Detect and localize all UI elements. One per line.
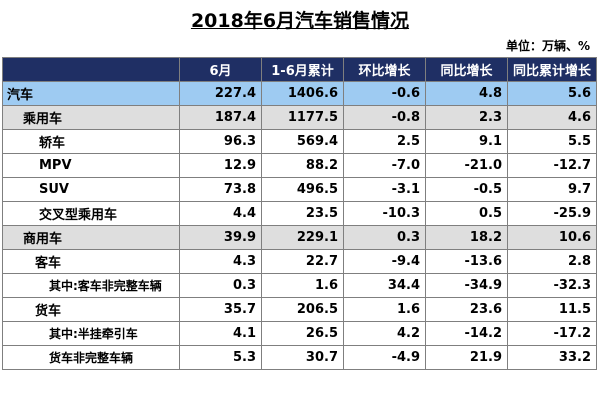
cell-june: 187.4 bbox=[179, 105, 262, 130]
cell-mom: -9.4 bbox=[343, 249, 426, 274]
cell-june: 39.9 bbox=[179, 225, 262, 250]
cell-mom: -0.8 bbox=[343, 105, 426, 130]
row-label: 货车 bbox=[2, 297, 180, 322]
cell-ytd-yoy: 5.5 bbox=[507, 129, 597, 154]
cell-ytd: 30.7 bbox=[261, 345, 344, 370]
table-row-semi-tractor: 其中:半挂牵引车 4.1 26.5 4.2 -14.2 -17.2 bbox=[2, 321, 597, 346]
row-label: SUV bbox=[2, 177, 180, 202]
cell-yoy: 2.3 bbox=[425, 105, 508, 130]
cell-ytd-yoy: 10.6 bbox=[507, 225, 597, 250]
cell-june: 227.4 bbox=[179, 81, 262, 106]
cell-ytd: 569.4 bbox=[261, 129, 344, 154]
cell-mom: 34.4 bbox=[343, 273, 426, 298]
row-label: 其中:客车非完整车辆 bbox=[2, 273, 180, 298]
column-header-blank bbox=[2, 57, 180, 82]
cell-june: 4.3 bbox=[179, 249, 262, 274]
cell-june: 4.1 bbox=[179, 321, 262, 346]
cell-ytd-yoy: 5.6 bbox=[507, 81, 597, 106]
row-label: 乘用车 bbox=[2, 105, 180, 130]
table-row-bus: 客车 4.3 22.7 -9.4 -13.6 2.8 bbox=[2, 249, 597, 274]
column-header-june: 6月 bbox=[179, 57, 262, 82]
cell-mom: -7.0 bbox=[343, 153, 426, 178]
row-label: 汽车 bbox=[2, 81, 180, 106]
table-row-sedan: 轿车 96.3 569.4 2.5 9.1 5.5 bbox=[2, 129, 597, 154]
row-label: 其中:半挂牵引车 bbox=[2, 321, 180, 346]
cell-june: 73.8 bbox=[179, 177, 262, 202]
cell-june: 96.3 bbox=[179, 129, 262, 154]
cell-ytd: 1.6 bbox=[261, 273, 344, 298]
table-row-truck: 货车 35.7 206.5 1.6 23.6 11.5 bbox=[2, 297, 597, 322]
table-row-mpv: MPV 12.9 88.2 -7.0 -21.0 -12.7 bbox=[2, 153, 597, 178]
cell-ytd-yoy: 2.8 bbox=[507, 249, 597, 274]
cell-yoy: 18.2 bbox=[425, 225, 508, 250]
cell-mom: 4.2 bbox=[343, 321, 426, 346]
cell-ytd: 23.5 bbox=[261, 201, 344, 226]
cell-yoy: -21.0 bbox=[425, 153, 508, 178]
cell-ytd-yoy: -25.9 bbox=[507, 201, 597, 226]
cell-ytd-yoy: 11.5 bbox=[507, 297, 597, 322]
row-label: 客车 bbox=[2, 249, 180, 274]
cell-mom: 1.6 bbox=[343, 297, 426, 322]
cell-ytd-yoy: 33.2 bbox=[507, 345, 597, 370]
cell-june: 0.3 bbox=[179, 273, 262, 298]
cell-ytd: 22.7 bbox=[261, 249, 344, 274]
cell-yoy: -34.9 bbox=[425, 273, 508, 298]
cell-yoy: -13.6 bbox=[425, 249, 508, 274]
cell-yoy: -0.5 bbox=[425, 177, 508, 202]
cell-mom: 0.3 bbox=[343, 225, 426, 250]
cell-june: 35.7 bbox=[179, 297, 262, 322]
cell-mom: -0.6 bbox=[343, 81, 426, 106]
column-header-ytd-yoy-growth: 同比累计增长 bbox=[507, 57, 597, 82]
column-header-yoy-growth: 同比增长 bbox=[425, 57, 508, 82]
row-label: 交叉型乘用车 bbox=[2, 201, 180, 226]
cell-ytd-yoy: 9.7 bbox=[507, 177, 597, 202]
table-row-commercial: 商用车 39.9 229.1 0.3 18.2 10.6 bbox=[2, 225, 597, 250]
unit-label: 单位：万辆、% bbox=[505, 39, 590, 53]
cell-yoy: 0.5 bbox=[425, 201, 508, 226]
cell-ytd: 229.1 bbox=[261, 225, 344, 250]
cell-mom: 2.5 bbox=[343, 129, 426, 154]
cell-ytd: 496.5 bbox=[261, 177, 344, 202]
column-header-mom-growth: 环比增长 bbox=[343, 57, 426, 82]
cell-mom: -10.3 bbox=[343, 201, 426, 226]
table-row-auto: 汽车 227.4 1406.6 -0.6 4.8 5.6 bbox=[2, 81, 597, 106]
cell-yoy: -14.2 bbox=[425, 321, 508, 346]
cell-yoy: 9.1 bbox=[425, 129, 508, 154]
table-row-suv: SUV 73.8 496.5 -3.1 -0.5 9.7 bbox=[2, 177, 597, 202]
cell-ytd: 1177.5 bbox=[261, 105, 344, 130]
cell-ytd: 206.5 bbox=[261, 297, 344, 322]
cell-june: 5.3 bbox=[179, 345, 262, 370]
table-row-passenger: 乘用车 187.4 1177.5 -0.8 2.3 4.6 bbox=[2, 105, 597, 130]
sales-table: 6月 1-6月累计 环比增长 同比增长 同比累计增长 汽车 227.4 1406… bbox=[2, 57, 597, 370]
cell-yoy: 4.8 bbox=[425, 81, 508, 106]
cell-mom: -4.9 bbox=[343, 345, 426, 370]
table-row-crossover: 交叉型乘用车 4.4 23.5 -10.3 0.5 -25.9 bbox=[2, 201, 597, 226]
table-header-row: 6月 1-6月累计 环比增长 同比增长 同比累计增长 bbox=[2, 57, 597, 82]
row-label: MPV bbox=[2, 153, 180, 178]
cell-ytd: 26.5 bbox=[261, 321, 344, 346]
table-row-truck-incomplete: 货车非完整车辆 5.3 30.7 -4.9 21.9 33.2 bbox=[2, 345, 597, 370]
column-header-ytd: 1-6月累计 bbox=[261, 57, 344, 82]
cell-ytd-yoy: 4.6 bbox=[507, 105, 597, 130]
row-label: 轿车 bbox=[2, 129, 180, 154]
cell-ytd-yoy: -12.7 bbox=[507, 153, 597, 178]
table-row-bus-incomplete: 其中:客车非完整车辆 0.3 1.6 34.4 -34.9 -32.3 bbox=[2, 273, 597, 298]
cell-yoy: 21.9 bbox=[425, 345, 508, 370]
cell-june: 4.4 bbox=[179, 201, 262, 226]
cell-yoy: 23.6 bbox=[425, 297, 508, 322]
cell-mom: -3.1 bbox=[343, 177, 426, 202]
cell-ytd-yoy: -32.3 bbox=[507, 273, 597, 298]
cell-ytd-yoy: -17.2 bbox=[507, 321, 597, 346]
cell-ytd: 1406.6 bbox=[261, 81, 344, 106]
page-title: 2018年6月汽车销售情况 bbox=[190, 10, 410, 32]
row-label: 商用车 bbox=[2, 225, 180, 250]
cell-ytd: 88.2 bbox=[261, 153, 344, 178]
cell-june: 12.9 bbox=[179, 153, 262, 178]
row-label: 货车非完整车辆 bbox=[2, 345, 180, 370]
